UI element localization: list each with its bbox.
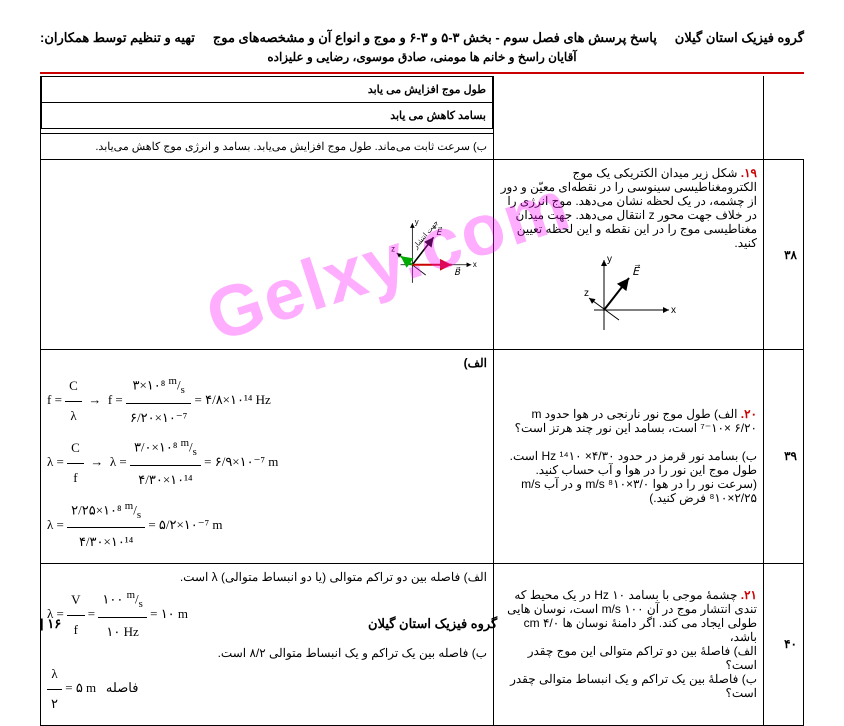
page-footer: گروه فیزیک استان گیلان | ۱۶ — [40, 616, 804, 632]
subheader: آقایان راسخ و خانم ها مومنی، صادق موسوی،… — [40, 50, 804, 64]
svg-text:E⃗: E⃗ — [436, 226, 443, 237]
svg-text:y: y — [415, 218, 419, 227]
svg-text:x: x — [473, 260, 477, 269]
page-header: گروه فیزیک استان گیلان پاسخ پرسش های فصل… — [40, 30, 804, 46]
header-left: تهیه و تنظیم توسط همکاران: — [40, 30, 195, 46]
row-39: ۳۹ ۲۰. الف) طول موج نور نارنجی در هوا حد… — [41, 350, 804, 564]
q39-num: ۳۹ — [764, 350, 804, 564]
page-number: | ۱۶ — [40, 616, 61, 632]
q40-b: ب) فاصلۀ بین یک تراکم و یک انبساط متوالی… — [510, 672, 757, 700]
divider — [40, 72, 804, 74]
q39-prefix: ۲۰. — [737, 407, 757, 421]
diagram-1: E⃗ x y z — [574, 250, 684, 340]
sub-table: طول موج افزایش می یابد بسامد کاهش می یاب… — [41, 76, 493, 129]
q39-ans-label: الف) — [47, 356, 487, 370]
q38-prefix: ۱۹. — [737, 166, 757, 180]
svg-text:z: z — [391, 244, 395, 253]
q40-num: ۴۰ — [764, 563, 804, 725]
q39-b: ب) بسامد نور قرمز در حدود Hz ¹⁴۱۰ ×۴/۳۰ … — [510, 449, 757, 505]
row-40: ۴۰ ۲۱. چشمۀ موجی با بسامد Hz ۱۰ در یک مح… — [41, 563, 804, 725]
svg-text:x: x — [671, 305, 676, 316]
q40-a: الف) فاصلۀ بین دو تراکم متوالی این موج چ… — [528, 644, 757, 672]
q38-text: شکل زیر میدان الکتریکی یک موج الکترومغنا… — [501, 166, 757, 250]
subtable-h1: طول موج افزایش می یابد — [42, 77, 493, 103]
q40-ans-b: ب) فاصله بین یک تراکم و یک انبساط متوالی… — [47, 646, 487, 660]
q39-f1: f = Cλ → f = ۳×۱۰⁸ m/s۶/۲۰×۱۰⁻⁷ = ۴/۸×۱۰… — [47, 370, 487, 432]
svg-text:B⃗: B⃗ — [454, 266, 461, 277]
q39-f3: λ = ۲/۲۵×۱۰⁸ m/s۴/۳۰×۱۰¹⁴ = ۵/۲×۱۰⁻⁷ m — [47, 495, 487, 557]
subtable-h2: بسامد کاهش می یابد — [42, 103, 493, 129]
q40-ans-a: الف) فاصله بین دو تراکم متوالی (یا دو ان… — [47, 570, 487, 584]
q38-num: ۳۸ — [764, 160, 804, 350]
header-center: پاسخ پرسش های فصل سوم - بخش ۳-۵ و ۳-۶ و … — [213, 30, 657, 46]
row-b-text: ب) سرعت ثابت می‌ماند. طول موج افزایش می‌… — [41, 134, 494, 160]
footer-center: گروه فیزیک استان گیلان — [368, 616, 497, 632]
q39-a: الف) طول موج نور نارنجی در هوا حدود m ⁷⁻… — [515, 407, 757, 435]
svg-text:E⃗: E⃗ — [632, 264, 641, 278]
diagram-2: E⃗ B⃗ x y z جهت انتشار — [377, 208, 487, 298]
q40-formula2: λ۲ = ۵ m فاصله — [47, 660, 487, 718]
row-38: ۳۸ ۱۹. شکل زیر میدان الکتریکی یک موج الک… — [41, 160, 804, 350]
q39-f2: λ = Cf → λ = ۳/۰×۱۰⁸ m/s۴/۳۰×۱۰¹⁴ = ۶/۹×… — [47, 432, 487, 494]
svg-text:y: y — [607, 254, 612, 265]
q40-prefix: ۲۱. — [737, 588, 757, 602]
svg-text:z: z — [584, 288, 589, 299]
header-right: گروه فیزیک استان گیلان — [675, 30, 804, 46]
